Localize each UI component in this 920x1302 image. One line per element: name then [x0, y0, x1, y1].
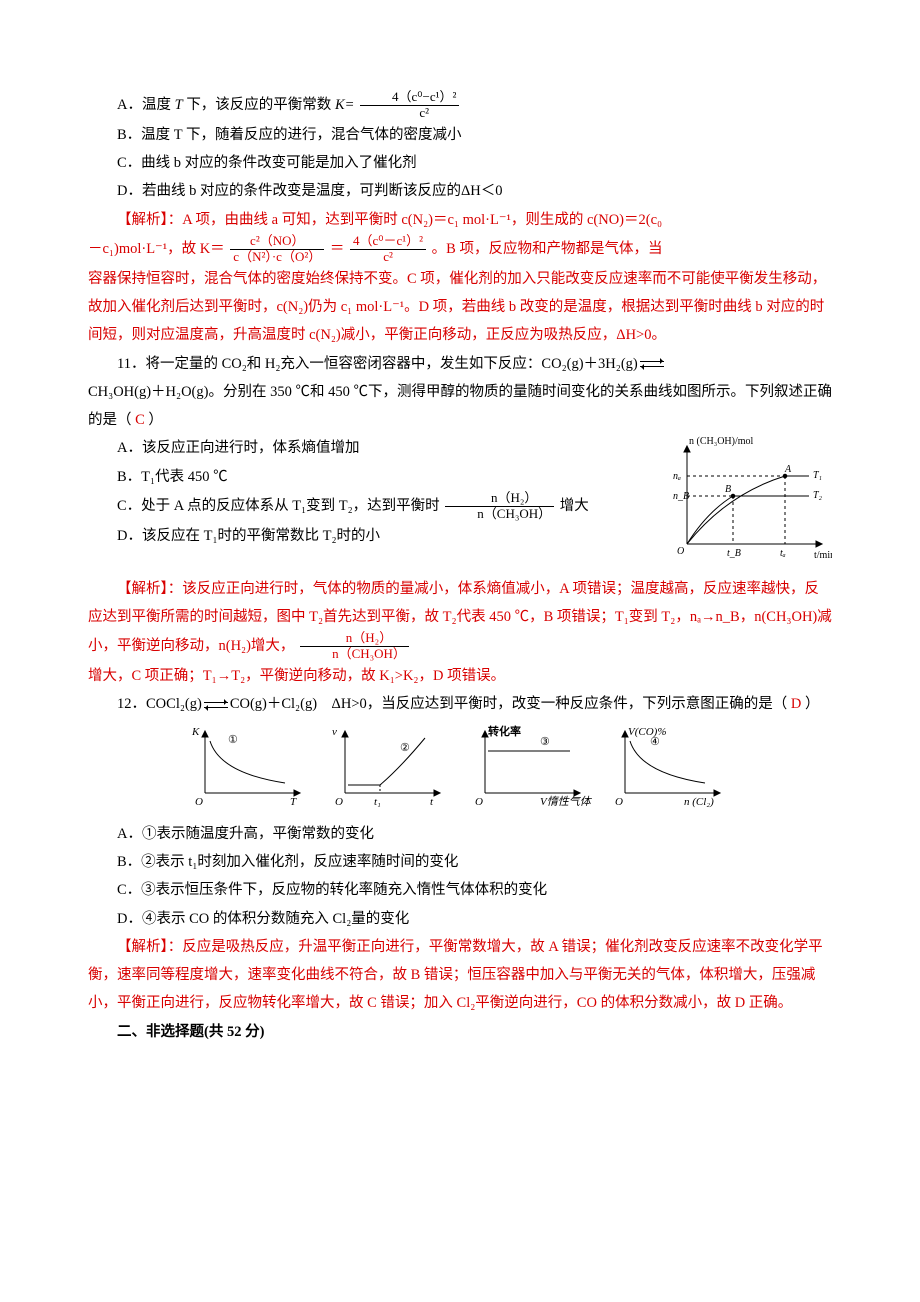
- graph-T1: T₁: [813, 470, 822, 481]
- analysis-1-rest: 容器保持恒容时，混合气体的密度始终保持不变。C 项，催化剂的加入只能改变反应速率…: [88, 265, 832, 350]
- q12-stem: 12．COCl₂(g) CO(g)＋Cl₂(g) ΔH>0，当反应达到平衡时，改变…: [88, 690, 832, 718]
- ans11-frac: n（H₂） n（CH₃OH）: [300, 631, 409, 662]
- option-d: D．若曲线 b 对应的条件改变是温度，可判断该反应的ΔH＜0: [88, 177, 832, 205]
- q11-close: ）: [148, 412, 163, 428]
- q11c-pre: C．处于 A 点的反应体系从 T₁变到 T₂，达到平衡时: [117, 498, 440, 514]
- svg-text:K: K: [191, 726, 200, 738]
- opt-a-K: K=: [335, 97, 354, 113]
- graph-ylabel: n (CH₃OH)/mol: [689, 436, 754, 447]
- analysis-label: 【解析】: [117, 581, 168, 597]
- section-2-heading: 二、非选择题(共 52 分): [88, 1018, 832, 1046]
- q11b: CH₃OH(g)＋H₂O(g)。分别在 350 ℃和 450 ℃下，测得甲醇的物…: [88, 384, 832, 428]
- opt-a-T: T: [175, 97, 183, 113]
- analysis-12: 【解析】：反应是吸热反应，升温平衡正向进行，平衡常数增大，故 A 错误；催化剂改…: [88, 933, 832, 1018]
- analysis-label: 【解析】: [117, 212, 168, 228]
- graph-O: O: [677, 546, 684, 557]
- svg-text:③: ③: [540, 736, 550, 748]
- frac-den: n（CH₃OH）: [445, 507, 554, 522]
- q11-opt-a: A．该反应正向进行时，体系熵值增加: [88, 434, 657, 462]
- q11-options-row: A．该反应正向进行时，体系熵值增加 B．T₁代表 450 ℃ C．处于 A 点的…: [88, 434, 832, 574]
- svg-text:v: v: [332, 726, 337, 738]
- equilibrium-arrow-icon: [202, 699, 230, 711]
- q11a: 11．将一定量的 CO₂和 H₂充入一恒容密闭容器中，发生如下反应：CO₂(g)…: [117, 356, 638, 372]
- graph-T2: T₂: [813, 490, 823, 501]
- option-b: B．温度 T 下，随着反应的进行，混合气体的密度减小: [88, 121, 832, 149]
- opt-a-prefix: A．温度: [117, 97, 171, 113]
- q11-stem-line1: 11．将一定量的 CO₂和 H₂充入一恒容密闭容器中，发生如下反应：CO₂(g)…: [88, 350, 832, 378]
- svg-text:①: ①: [228, 734, 238, 746]
- analysis-1c: 。B 项，反应物和产物都是气体，当: [432, 241, 663, 257]
- q12-close: ）: [805, 696, 820, 712]
- frac-den: n（CH₃OH）: [300, 647, 409, 662]
- graph-xlabel: t/min: [814, 550, 832, 561]
- analysis-11a: ：该反应正向进行时，气体的物质的量减小，体系熵值减小，A 项错误；温度越高，反应…: [88, 581, 832, 654]
- graph-A: A: [784, 464, 792, 475]
- q11-opt-d: D．该反应在 T₁时的平衡常数比 T₂时的小: [88, 522, 657, 550]
- svg-text:T: T: [290, 796, 297, 808]
- frac-num: 4（c⁰−c¹）²: [360, 90, 459, 106]
- frac-num: c²（NO）: [230, 234, 324, 250]
- analysis-label: 【解析】: [117, 939, 168, 955]
- option-c: C．曲线 b 对应的条件改变可能是加入了催化剂: [88, 149, 832, 177]
- q12-opt-c: C．③表示恒压条件下，反应物的转化率随充入惰性气体体积的变化: [88, 876, 832, 904]
- analysis-1-line2: －c₁)mol·L⁻¹，故 K＝ c²（NO） c（N²）·c（O²） ＝ 4（…: [88, 234, 832, 265]
- q12-opt-d: D．④表示 CO 的体积分数随充入 Cl₂量的变化: [88, 905, 832, 933]
- q11-answer: C: [135, 412, 145, 428]
- q12-panels: ① K T O ② v t t₁ O ③ 转化率 V惰性: [88, 723, 832, 818]
- q11c-frac: n（H₂） n（CH₃OH）: [445, 491, 554, 522]
- q11-graph: n (CH₃OH)/mol t/min nₐ n_B tₐ t_B T₁ T₂ …: [667, 434, 832, 574]
- analysis-11b: 增大，C 项正确；T₁→T₂，平衡逆向移动，故 K₁>K₂，D 项错误。: [88, 662, 832, 690]
- q12-opt-b: B．②表示 t₁时刻加入催化剂，反应速率随时间的变化: [88, 848, 832, 876]
- svg-text:V惰性气体: V惰性气体: [540, 795, 593, 808]
- q11-stem-line2: CH₃OH(g)＋H₂O(g)。分别在 350 ℃和 450 ℃下，测得甲醇的物…: [88, 378, 832, 435]
- frac-den: c²: [350, 250, 426, 265]
- graph-nA: nₐ: [673, 471, 681, 482]
- graph-B: B: [725, 484, 731, 495]
- analysis-frac1: c²（NO） c（N²）·c（O²）: [230, 234, 324, 265]
- opt-a-mid: 下，该反应的平衡常数: [186, 97, 331, 113]
- q11c-post: 增大: [560, 498, 589, 514]
- analysis-12-text: ：反应是吸热反应，升温平衡正向进行，平衡常数增大，故 A 错误；催化剂改变反应速…: [88, 939, 823, 1012]
- q12b: CO(g)＋Cl₂(g) ΔH>0，当反应达到平衡时，改变一种反应条件，下列示意…: [230, 696, 787, 712]
- graph-nB: n_B: [673, 491, 689, 502]
- svg-text:n (Cl₂): n (Cl₂): [684, 796, 714, 808]
- option-a: A．温度 T 下，该反应的平衡常数 K= 4（c⁰−c¹）² c²: [88, 90, 832, 121]
- q11-opt-b: B．T₁代表 450 ℃: [88, 463, 657, 491]
- graph-tA: tₐ: [780, 548, 786, 559]
- svg-text:转化率: 转化率: [488, 724, 521, 738]
- frac-den: c²: [360, 106, 459, 121]
- q12a: 12．COCl₂(g): [117, 696, 202, 712]
- opt-a-fraction: 4（c⁰−c¹）² c²: [360, 90, 459, 121]
- svg-text:O: O: [615, 796, 623, 808]
- analysis-1b: －c₁)mol·L⁻¹，故 K＝: [88, 241, 225, 257]
- q11-opt-c: C．处于 A 点的反应体系从 T₁变到 T₂，达到平衡时 n（H₂） n（CH₃…: [88, 491, 657, 522]
- analysis-eq: ＝: [330, 241, 345, 257]
- q12-opt-a: A．①表示随温度升高，平衡常数的变化: [88, 820, 832, 848]
- frac-num: 4（c⁰－c¹）²: [350, 234, 426, 250]
- equilibrium-arrow-icon: [638, 358, 666, 370]
- svg-text:t₁: t₁: [374, 796, 381, 808]
- graph-tB: t_B: [727, 548, 741, 559]
- svg-text:V(CO)%: V(CO)%: [628, 726, 667, 738]
- analysis-1-line1: 【解析】：A 项，由曲线 a 可知，达到平衡时 c(N₂)＝c₁ mol·L⁻¹…: [88, 206, 832, 234]
- svg-text:O: O: [195, 796, 203, 808]
- frac-num: n（H₂）: [300, 631, 409, 647]
- svg-text:O: O: [335, 796, 343, 808]
- svg-text:t: t: [430, 796, 434, 808]
- svg-text:②: ②: [400, 742, 410, 754]
- frac-num: n（H₂）: [445, 491, 554, 507]
- svg-text:O: O: [475, 796, 483, 808]
- analysis-11: 【解析】：该反应正向进行时，气体的物质的量减小，体系熵值减小，A 项错误；温度越…: [88, 575, 832, 662]
- q12-answer: D: [791, 696, 801, 712]
- analysis-1a: ：A 项，由曲线 a 可知，达到平衡时 c(N₂)＝c₁ mol·L⁻¹，则生成…: [168, 212, 662, 228]
- frac-den: c（N²）·c（O²）: [230, 250, 324, 265]
- analysis-frac2: 4（c⁰－c¹）² c²: [350, 234, 426, 265]
